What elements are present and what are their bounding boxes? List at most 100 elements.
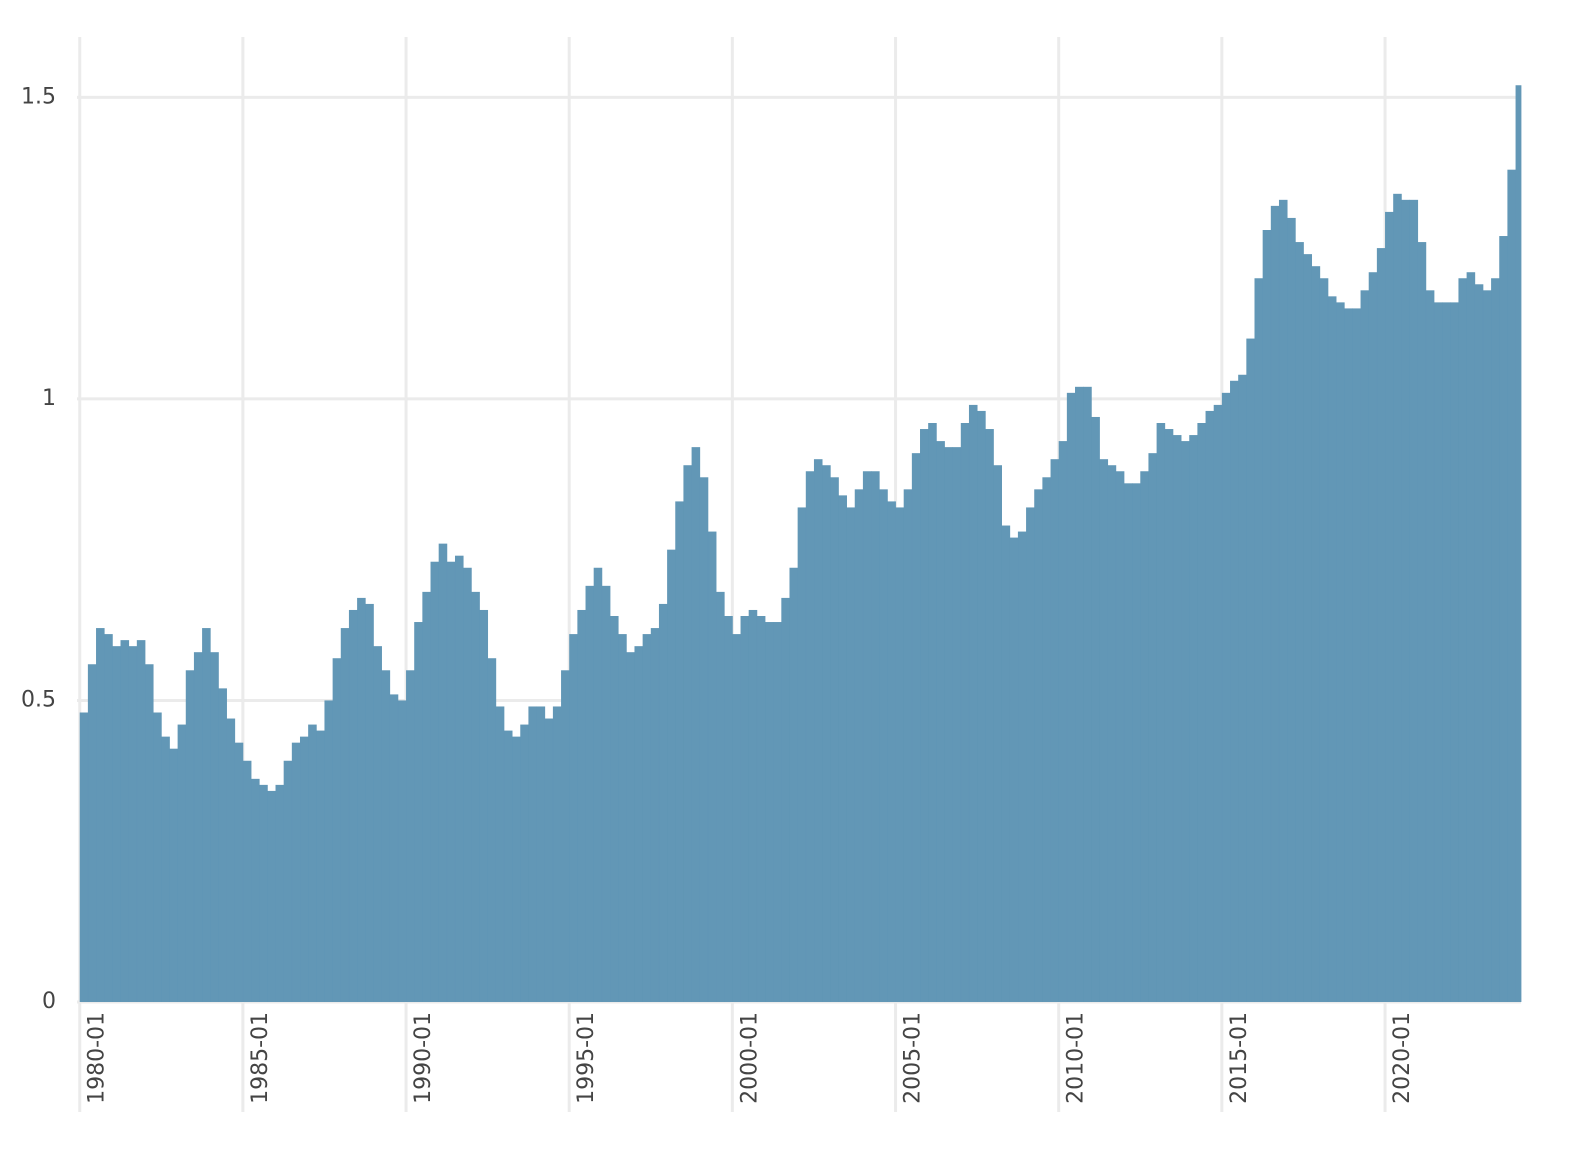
area-step: [357, 597, 366, 1002]
area-step: [153, 712, 162, 1002]
area-step: [79, 712, 89, 1002]
area-step: [1295, 242, 1304, 1002]
area-step: [1213, 404, 1223, 1002]
area-step: [291, 742, 301, 1002]
area-step: [242, 760, 252, 1002]
area-step: [1205, 410, 1215, 1002]
area-step: [1115, 471, 1125, 1002]
area-step: [960, 423, 970, 1002]
area-step: [887, 501, 896, 1002]
area-step: [120, 640, 130, 1002]
area-step: [438, 543, 448, 1002]
area-step: [634, 646, 644, 1002]
area-step: [561, 670, 570, 1002]
area-step: [520, 724, 529, 1002]
x-tick-label: 1985-01: [248, 1012, 273, 1104]
area-step: [1499, 236, 1508, 1002]
area-step: [1336, 302, 1345, 1002]
area-step: [1425, 290, 1435, 1002]
area-step: [202, 628, 211, 1002]
area-step: [234, 742, 244, 1002]
area-step: [748, 609, 758, 1002]
area-step: [928, 423, 937, 1002]
area-step: [593, 567, 603, 1002]
area-step: [332, 658, 342, 1002]
area-step: [895, 507, 905, 1002]
area-step: [512, 736, 521, 1002]
area-step: [1172, 435, 1182, 1002]
area-step: [1311, 266, 1321, 1002]
area-step: [210, 652, 219, 1002]
area-step: [1409, 199, 1419, 1002]
area-step: [1238, 374, 1247, 1002]
area-step: [1001, 525, 1011, 1002]
area-step: [732, 634, 741, 1002]
area-step: [675, 501, 684, 1002]
x-tick-label: 2005-01: [901, 1012, 926, 1104]
area-step: [920, 429, 929, 1002]
area-step: [373, 646, 382, 1002]
area-step: [1433, 302, 1443, 1002]
area-step: [479, 609, 489, 1002]
area-step: [1254, 278, 1264, 1002]
area-step: [1450, 302, 1459, 1002]
area-step: [1352, 308, 1361, 1002]
area-step: [781, 597, 790, 1002]
area-step: [642, 634, 652, 1002]
area-step: [569, 634, 578, 1002]
area-step: [193, 652, 203, 1002]
area-step: [1303, 254, 1313, 1002]
y-tick-label: 0: [42, 989, 56, 1014]
area-step: [1401, 199, 1410, 1002]
area-step: [968, 404, 978, 1002]
area-step: [879, 489, 888, 1002]
area-step: [789, 567, 799, 1002]
area-step: [1075, 386, 1084, 1002]
area-step: [1466, 272, 1476, 1002]
area-step: [495, 706, 505, 1002]
area-step: [1181, 441, 1190, 1002]
area-step: [740, 616, 750, 1002]
area-step: [414, 622, 423, 1002]
area-step: [650, 628, 660, 1002]
area-step: [1393, 193, 1402, 1002]
area-step: [226, 718, 236, 1002]
area-step: [348, 609, 358, 1002]
area-step: [1189, 435, 1198, 1002]
area-step: [626, 652, 635, 1002]
area-step: [1066, 392, 1076, 1002]
area-step: [1262, 230, 1272, 1002]
area-step: [463, 567, 472, 1002]
area-step: [340, 628, 350, 1002]
area-step: [96, 628, 105, 1002]
area-step: [936, 441, 945, 1002]
area-step: [536, 706, 546, 1002]
area-step: [716, 591, 725, 1002]
area-step: [658, 603, 668, 1002]
area-step: [446, 561, 456, 1002]
area-step: [1026, 507, 1035, 1002]
x-tick-label: 1990-01: [411, 1012, 436, 1104]
area-step: [299, 736, 309, 1002]
x-tick-label: 1995-01: [574, 1012, 599, 1104]
area-step: [1140, 471, 1149, 1002]
area-step: [577, 609, 586, 1002]
area-step: [1197, 423, 1206, 1002]
area-step: [1042, 477, 1051, 1002]
area-step: [1327, 296, 1337, 1002]
area-step: [1482, 290, 1492, 1002]
area-step: [1515, 85, 1522, 1002]
area-step: [1368, 272, 1378, 1002]
area-step: [756, 616, 766, 1002]
area-step: [1344, 308, 1353, 1002]
area-step: [1107, 465, 1117, 1002]
area-step: [324, 700, 334, 1002]
x-tick-label: 2010-01: [1064, 1012, 1089, 1104]
area-step: [1287, 217, 1296, 1002]
area-step: [952, 447, 962, 1002]
area-step: [389, 694, 399, 1002]
x-tick-label: 2015-01: [1227, 1012, 1252, 1104]
area-step: [993, 465, 1002, 1002]
area-step: [1442, 302, 1451, 1002]
area-step: [1474, 284, 1484, 1002]
